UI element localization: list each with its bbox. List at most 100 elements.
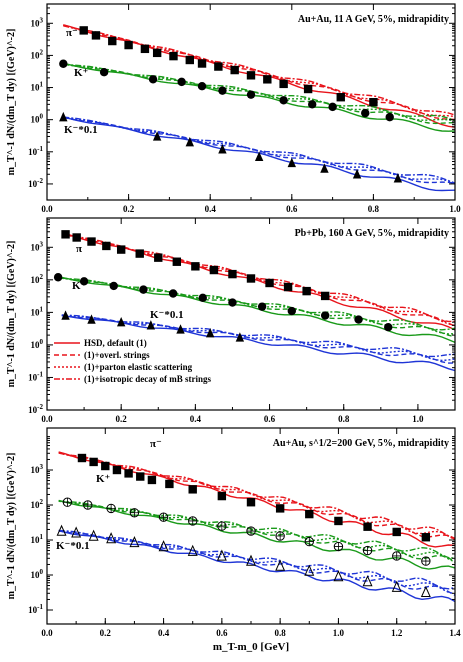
data-point-1-10 xyxy=(209,265,219,275)
panel-1: 0.0 0.2 0.4 0.6 0.8 1.0 10-2 10-1 100 101 102 103 Au… xyxy=(6,3,461,214)
data-point-1-9 xyxy=(191,262,200,271)
data-point-2-1 xyxy=(53,273,63,282)
data-point-2-5 xyxy=(168,289,178,298)
data-point-2-4 xyxy=(139,285,148,294)
curve-3-dash xyxy=(63,116,455,184)
curve-1-dash xyxy=(58,451,455,540)
y-tick-label: 10-1 xyxy=(28,370,43,382)
data-point-3-10 xyxy=(275,559,286,571)
y-tick-label: 100 xyxy=(31,568,44,580)
y-tick-label: 10-1 xyxy=(28,145,43,157)
x-axis-label: m_T-m_0 [GeV] xyxy=(213,641,289,653)
y-tick-label: 10-1 xyxy=(28,603,43,615)
data-point-3-11 xyxy=(304,564,315,576)
data-point-3-12 xyxy=(333,570,344,582)
data-point-1-6 xyxy=(152,48,162,58)
data-point-2-6 xyxy=(188,516,198,526)
data-point-2-8 xyxy=(279,96,288,105)
data-point-2-12 xyxy=(385,112,394,122)
data-point-3-13 xyxy=(362,575,373,587)
y-tick-label: 101 xyxy=(31,81,44,93)
data-point-2-6 xyxy=(198,293,207,303)
y-tick-label: 10-2 xyxy=(28,403,43,415)
data-point-3-5 xyxy=(129,536,140,548)
curve-2-solid xyxy=(63,62,455,132)
series-label-2: K⁺ xyxy=(72,280,87,292)
data-point-3-3 xyxy=(185,136,194,147)
data-point-1-4 xyxy=(102,241,111,251)
data-point-1-7 xyxy=(147,475,157,485)
x-tick-label: 0.8 xyxy=(368,204,380,214)
data-point-2-11 xyxy=(361,108,370,118)
x-tick-label: 0.8 xyxy=(275,628,287,638)
series-label-1: π⁻ xyxy=(150,438,162,450)
curve-2-dashdot xyxy=(61,277,455,331)
data-point-3-7 xyxy=(235,332,245,342)
data-points xyxy=(53,230,393,342)
data-point-3-1 xyxy=(56,524,67,536)
x-tick-label: 0.8 xyxy=(338,414,350,424)
curve-3-dashdot xyxy=(63,116,455,184)
data-point-1-1 xyxy=(77,453,87,463)
data-point-2-3 xyxy=(106,503,116,514)
data-point-1-16 xyxy=(320,291,330,301)
data-point-3-8 xyxy=(352,169,362,179)
data-point-2-3 xyxy=(148,75,158,84)
data-point-2-10 xyxy=(320,311,330,320)
x-tick-label: 0.4 xyxy=(205,204,217,214)
y-tick-label: 101 xyxy=(31,305,44,317)
data-point-1-5 xyxy=(124,469,133,478)
series-label-2: K⁺ xyxy=(96,473,111,485)
data-point-3-7 xyxy=(187,544,198,556)
x-tick-label: 0.6 xyxy=(216,628,228,638)
data-point-3-6 xyxy=(158,540,169,552)
data-point-1-13 xyxy=(263,75,272,84)
data-point-2-12 xyxy=(362,545,373,556)
y-tick-label: 103 xyxy=(31,463,44,475)
curve-2-dash xyxy=(63,63,455,125)
y-tick-label: 100 xyxy=(31,113,44,125)
data-point-2-1 xyxy=(62,497,73,507)
data-point-2-8 xyxy=(257,302,267,311)
data-point-2-12 xyxy=(384,323,393,332)
data-point-2-13 xyxy=(392,551,402,561)
data-point-2-5 xyxy=(158,512,169,522)
data-point-1-11 xyxy=(230,65,239,75)
model-curves xyxy=(58,451,455,603)
x-tick-label: 0.6 xyxy=(286,204,298,214)
curve-3-solid xyxy=(58,529,455,603)
y-tick-label: 10-2 xyxy=(28,177,43,189)
data-point-1-14 xyxy=(283,282,293,292)
data-point-2-9 xyxy=(308,100,317,109)
x-tick-label: 0.6 xyxy=(264,414,276,424)
x-tick-label: 0.0 xyxy=(41,414,53,424)
data-point-1-5 xyxy=(140,44,150,54)
data-point-2-2 xyxy=(99,68,109,77)
data-point-3-3 xyxy=(88,529,99,541)
data-point-1-4 xyxy=(112,465,122,475)
data-point-1-15 xyxy=(363,522,372,531)
data-point-3-6 xyxy=(287,157,296,168)
curve-1-dashdot xyxy=(63,25,455,116)
data-point-3-2 xyxy=(71,526,82,538)
data-point-1-3 xyxy=(87,237,96,246)
x-tick-label: 0.2 xyxy=(116,414,128,424)
data-point-1-14 xyxy=(334,516,343,526)
series-label-2: K⁺ xyxy=(74,67,89,79)
data-point-3-2 xyxy=(152,131,162,141)
data-point-1-12 xyxy=(246,71,256,80)
data-point-2-8 xyxy=(246,526,256,536)
data-point-2-5 xyxy=(197,82,207,91)
y-axis-label: m_T^-1 dN/(dm_T dy) [(GeV)^-2] xyxy=(6,453,17,600)
y-axis-label: m_T^-1 dN/(dm_T dy) [(GeV)^-2] xyxy=(6,29,17,176)
y-tick-label: 100 xyxy=(31,338,44,350)
data-point-1-7 xyxy=(169,51,178,61)
data-point-1-13 xyxy=(305,509,314,519)
data-point-2-9 xyxy=(287,306,296,316)
curve-2-dashdot xyxy=(58,500,455,559)
data-point-1-15 xyxy=(302,286,311,296)
data-point-1-12 xyxy=(246,274,256,283)
plot-frame xyxy=(46,427,456,625)
data-points xyxy=(56,453,431,598)
data-point-1-17 xyxy=(421,533,431,542)
